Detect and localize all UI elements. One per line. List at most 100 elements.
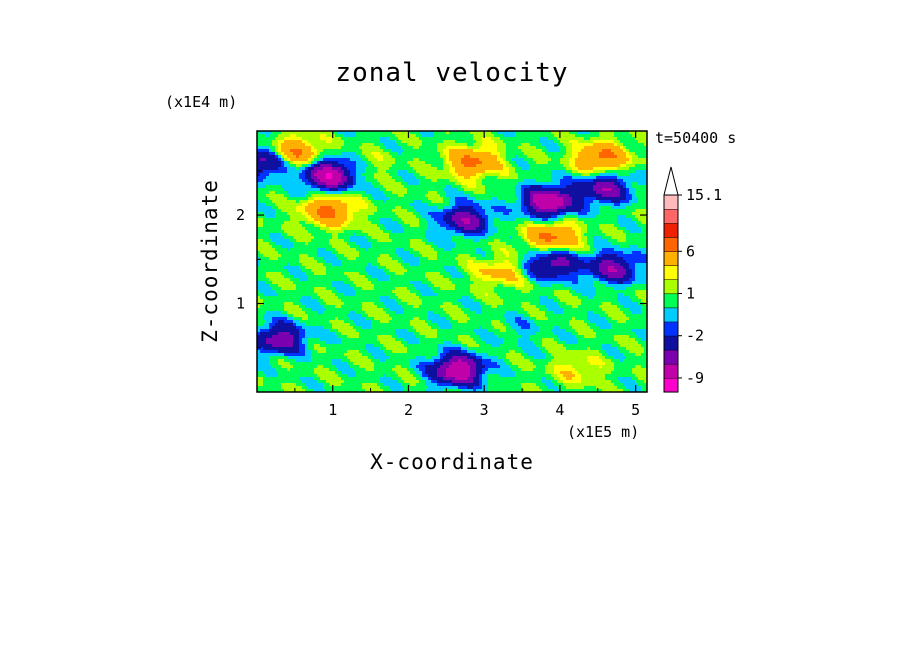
heatmap-cell xyxy=(338,143,342,147)
heatmap-cell xyxy=(398,149,402,153)
heatmap-cell xyxy=(320,200,324,204)
heatmap-cell xyxy=(278,158,282,162)
heatmap-cell xyxy=(506,194,510,198)
heatmap-cell xyxy=(263,239,267,243)
heatmap-cell xyxy=(425,197,429,201)
heatmap-cell xyxy=(368,209,372,213)
heatmap-cell xyxy=(338,167,342,171)
heatmap-cell xyxy=(317,149,321,153)
heatmap-cell xyxy=(635,140,639,144)
heatmap-cell xyxy=(308,203,312,207)
heatmap-cell xyxy=(545,242,549,246)
heatmap-cell xyxy=(557,230,561,234)
heatmap-cell xyxy=(581,146,585,150)
heatmap-cell xyxy=(470,134,474,138)
heatmap-cell xyxy=(383,152,387,156)
heatmap-cell xyxy=(395,152,399,156)
heatmap-cell xyxy=(482,212,486,216)
heatmap-cell xyxy=(371,146,375,150)
heatmap-cell xyxy=(305,227,309,231)
heatmap-cell xyxy=(500,227,504,231)
heatmap-cell xyxy=(557,170,561,174)
heatmap-cell xyxy=(323,191,327,195)
heatmap-cell xyxy=(338,161,342,165)
heatmap-cell xyxy=(524,185,528,189)
heatmap-cell xyxy=(293,242,297,246)
heatmap-cell xyxy=(494,164,498,168)
heatmap-cell xyxy=(326,209,330,213)
heatmap-cell xyxy=(536,215,540,219)
heatmap-cell xyxy=(464,140,468,144)
heatmap-cell xyxy=(275,236,279,240)
heatmap-cell xyxy=(641,185,645,189)
heatmap-cell xyxy=(452,152,456,156)
heatmap-cell xyxy=(320,209,324,213)
heatmap-cell xyxy=(335,242,339,246)
heatmap-cell xyxy=(437,137,441,141)
heatmap-cell xyxy=(515,212,519,216)
heatmap-cell xyxy=(266,182,270,186)
heatmap-cell xyxy=(287,230,291,234)
heatmap-cell xyxy=(575,176,579,180)
heatmap-cell xyxy=(623,155,627,159)
heatmap-cell xyxy=(587,176,591,180)
heatmap-cell xyxy=(590,164,594,168)
heatmap-cell xyxy=(335,245,339,249)
heatmap-cell xyxy=(302,200,306,204)
heatmap-cell xyxy=(269,164,273,168)
heatmap-cell xyxy=(266,227,270,231)
heatmap-cell xyxy=(536,164,540,168)
heatmap-cell xyxy=(473,185,477,189)
heatmap-cell xyxy=(518,209,522,213)
heatmap-cell xyxy=(344,176,348,180)
heatmap-cell xyxy=(485,158,489,162)
heatmap-cell xyxy=(371,221,375,225)
heatmap-cell xyxy=(473,236,477,240)
heatmap-cell xyxy=(323,131,327,135)
heatmap-cell xyxy=(335,182,339,186)
heatmap-cell xyxy=(293,134,297,138)
heatmap-cell xyxy=(419,185,423,189)
heatmap-cell xyxy=(341,221,345,225)
heatmap-cell xyxy=(407,170,411,174)
heatmap-cell xyxy=(569,197,573,201)
heatmap-cell xyxy=(611,173,615,177)
heatmap-cell xyxy=(290,194,294,198)
heatmap-cell xyxy=(374,197,378,201)
heatmap-cell xyxy=(518,146,522,150)
heatmap-cell xyxy=(284,239,288,243)
heatmap-cell xyxy=(644,146,648,150)
heatmap-cell xyxy=(500,218,504,222)
heatmap-cell xyxy=(521,158,525,162)
heatmap-cell xyxy=(614,236,618,240)
heatmap-cell xyxy=(344,134,348,138)
heatmap-cell xyxy=(308,131,312,135)
heatmap-cell xyxy=(446,191,450,195)
heatmap-cell xyxy=(311,224,315,228)
heatmap-cell xyxy=(434,137,438,141)
heatmap-cell xyxy=(482,200,486,204)
heatmap-cell xyxy=(413,215,417,219)
heatmap-cell xyxy=(347,233,351,237)
heatmap-cell xyxy=(311,200,315,204)
heatmap-cell xyxy=(413,194,417,198)
heatmap-cell xyxy=(368,173,372,177)
heatmap-cell xyxy=(413,209,417,213)
heatmap-cell xyxy=(503,149,507,153)
heatmap-cell xyxy=(608,221,612,225)
heatmap-cell xyxy=(371,134,375,138)
heatmap-cell xyxy=(302,230,306,234)
heatmap-cell xyxy=(275,176,279,180)
heatmap-cell xyxy=(620,218,624,222)
heatmap-cell xyxy=(293,209,297,213)
heatmap-cell xyxy=(554,188,558,192)
heatmap-cell xyxy=(350,194,354,198)
heatmap-cell xyxy=(467,191,471,195)
heatmap-cell xyxy=(563,149,567,153)
heatmap-cell xyxy=(431,221,435,225)
heatmap-cell xyxy=(341,245,345,249)
heatmap-cell xyxy=(356,212,360,216)
heatmap-cell xyxy=(281,158,285,162)
heatmap-cell xyxy=(287,152,291,156)
heatmap-cell xyxy=(317,191,321,195)
